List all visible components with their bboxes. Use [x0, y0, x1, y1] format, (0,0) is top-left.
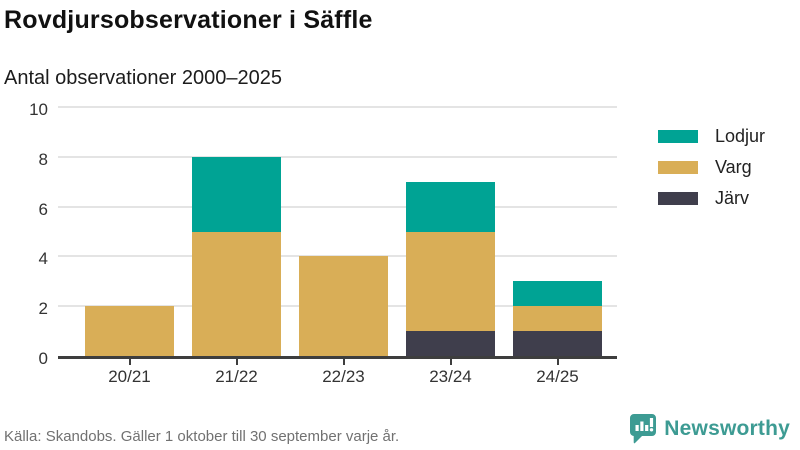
- newsworthy-logo[interactable]: Newsworthy: [629, 413, 790, 444]
- chart-legend: Lodjur Varg Järv: [658, 126, 765, 209]
- x-tick-label: 20/21: [108, 367, 151, 386]
- bar-segment-varg: [299, 256, 388, 356]
- legend-label: Varg: [715, 157, 752, 177]
- bar-segment-lodjur: [192, 156, 281, 232]
- x-tick-label: 23/24: [429, 367, 472, 386]
- x-tick-label: 24/25: [536, 367, 579, 386]
- legend-label: Järv: [715, 188, 750, 208]
- plot-area: [58, 106, 617, 365]
- source-note: Källa: Skandobs. Gäller 1 oktober till 3…: [4, 428, 400, 445]
- bar-21-22: [192, 156, 281, 356]
- bar-segment-varg: [85, 306, 174, 356]
- x-tick-label: 21/22: [215, 367, 258, 386]
- bar-23-24: [406, 181, 495, 356]
- x-tick: [556, 359, 559, 365]
- y-tick-label: 0: [38, 349, 48, 368]
- chart-title: Rovdjursobservationer i Säffle: [4, 6, 373, 34]
- legend-swatch-varg: [658, 161, 698, 174]
- newsworthy-wordmark: Newsworthy: [664, 416, 790, 440]
- y-tick-label: 2: [38, 299, 48, 319]
- y-tick-label: 4: [38, 249, 48, 269]
- x-tick-label: 22/23: [322, 367, 365, 386]
- legend-label: Lodjur: [715, 126, 766, 146]
- bar-22-23: [299, 256, 388, 356]
- legend-swatch-järv: [658, 192, 698, 205]
- bar-segment-varg: [406, 231, 495, 332]
- legend-swatch-lodjur: [658, 130, 698, 143]
- x-tick: [128, 359, 131, 365]
- bar-segment-järv: [513, 331, 602, 356]
- legend-item-varg: Varg: [658, 157, 765, 178]
- x-tick: [342, 359, 345, 365]
- y-tick-label: 8: [38, 149, 48, 169]
- legend-item-lodjur: Lodjur: [658, 126, 765, 147]
- bar-segment-järv: [406, 331, 495, 356]
- bar-segment-varg: [513, 306, 602, 332]
- bar-24-25: [513, 281, 602, 356]
- gridline-y-6: [58, 205, 617, 208]
- newsworthy-barchart-icon: [629, 413, 657, 444]
- x-tick: [235, 359, 238, 365]
- x-tick: [449, 359, 452, 365]
- y-tick-label: 10: [29, 100, 48, 119]
- legend-item-järv: Järv: [658, 188, 765, 209]
- chart-subtitle: Antal observationer 2000–2025: [4, 67, 282, 89]
- bar-segment-lodjur: [513, 281, 602, 307]
- y-tick-label: 6: [38, 199, 48, 219]
- gridline-y-8: [58, 155, 617, 158]
- bar-20-21: [85, 306, 174, 356]
- bar-segment-lodjur: [406, 181, 495, 232]
- gridline-y-10: [58, 106, 617, 108]
- bar-segment-varg: [192, 231, 281, 356]
